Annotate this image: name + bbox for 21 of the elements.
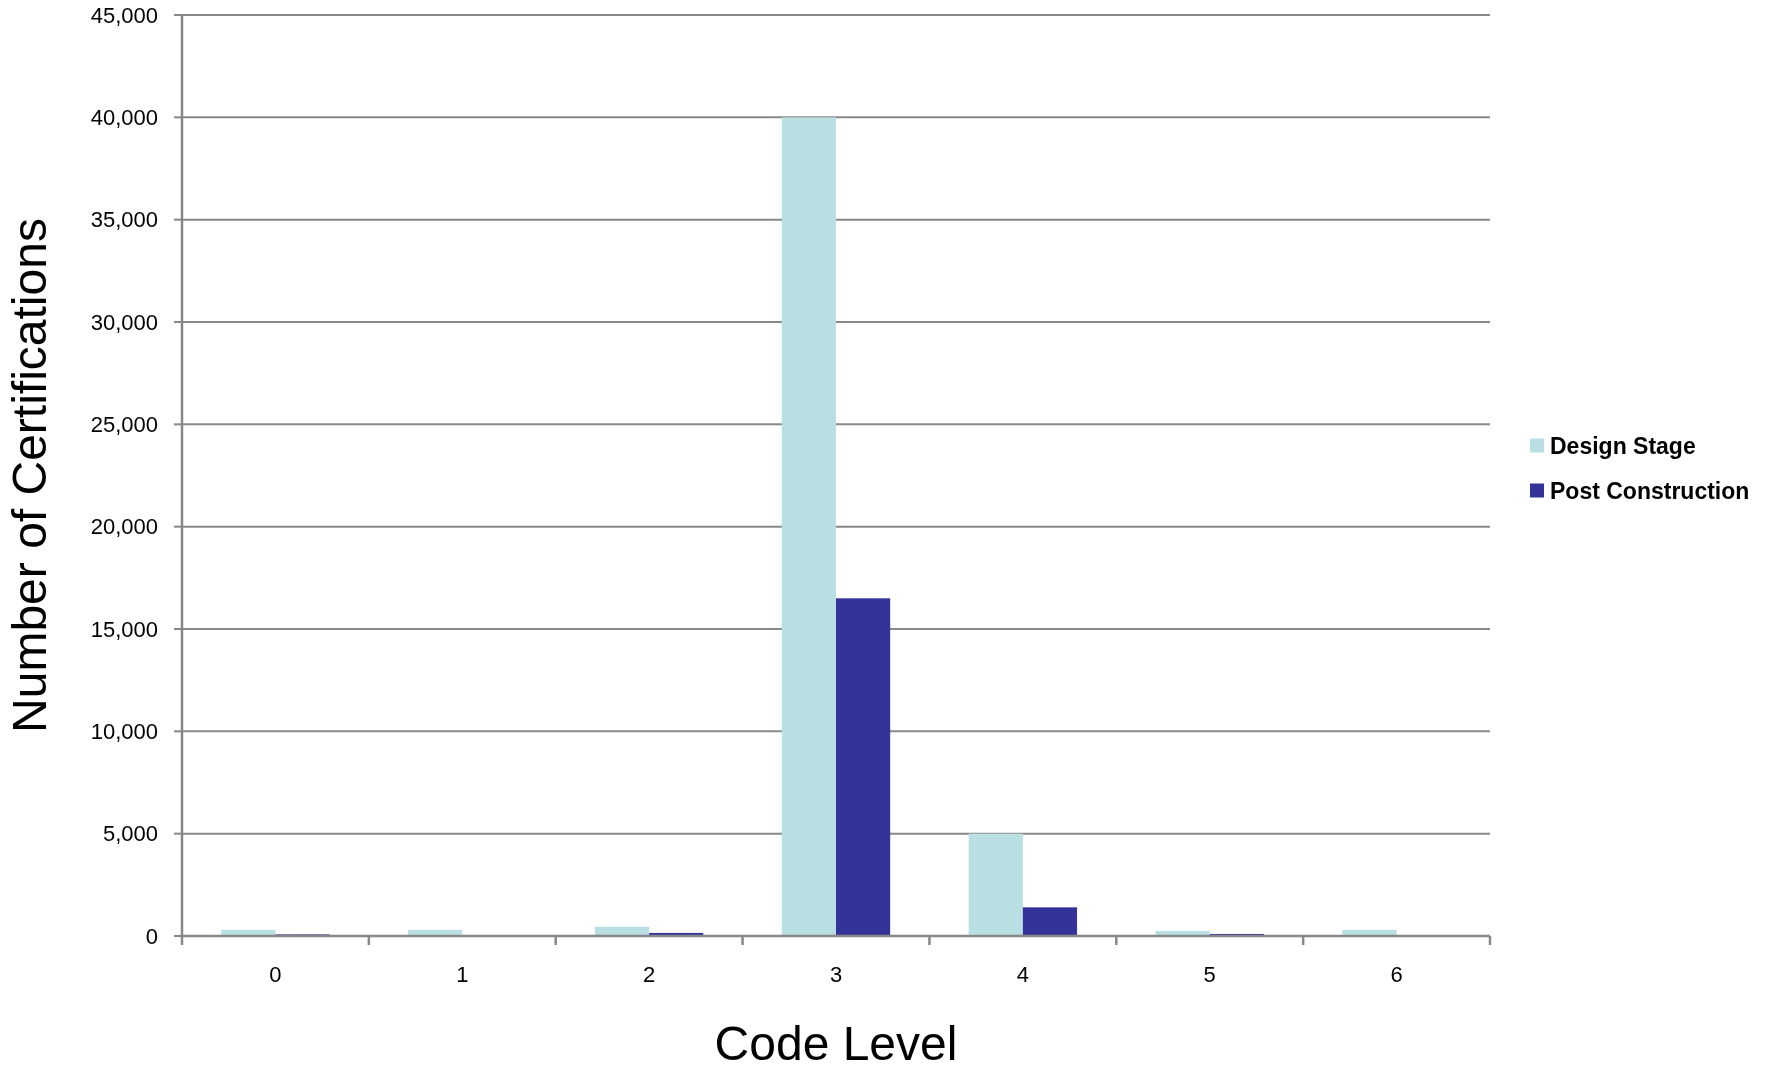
x-tick-label: 6 (1390, 962, 1403, 987)
legend-label: Post Construction (1550, 477, 1750, 504)
y-tick-label: 30,000 (90, 309, 158, 335)
y-tick-label: 10,000 (90, 719, 158, 745)
y-tick-label: 0 (145, 923, 158, 949)
x-tick-label: 3 (829, 962, 843, 987)
y-tick-label: 5,000 (102, 821, 158, 847)
y-tick-label: 15,000 (90, 616, 158, 642)
y-tick-label: 35,000 (90, 207, 158, 233)
y-tick-label: 25,000 (90, 412, 158, 438)
x-tick-label: 5 (1203, 962, 1216, 987)
x-tick-label: 1 (456, 962, 469, 987)
y-tick-label: 20,000 (90, 514, 158, 540)
legend-label: Design Stage (1550, 432, 1696, 459)
x-axis-title: Code Level (714, 1017, 958, 1070)
x-tick-label: 4 (1016, 962, 1029, 987)
y-tick-label: 40,000 (90, 105, 158, 131)
y-axis-title: Number of Certifications (3, 218, 56, 733)
y-tick-label: 45,000 (90, 2, 158, 28)
x-tick-label: 0 (269, 962, 282, 987)
x-tick-label: 2 (643, 962, 656, 987)
